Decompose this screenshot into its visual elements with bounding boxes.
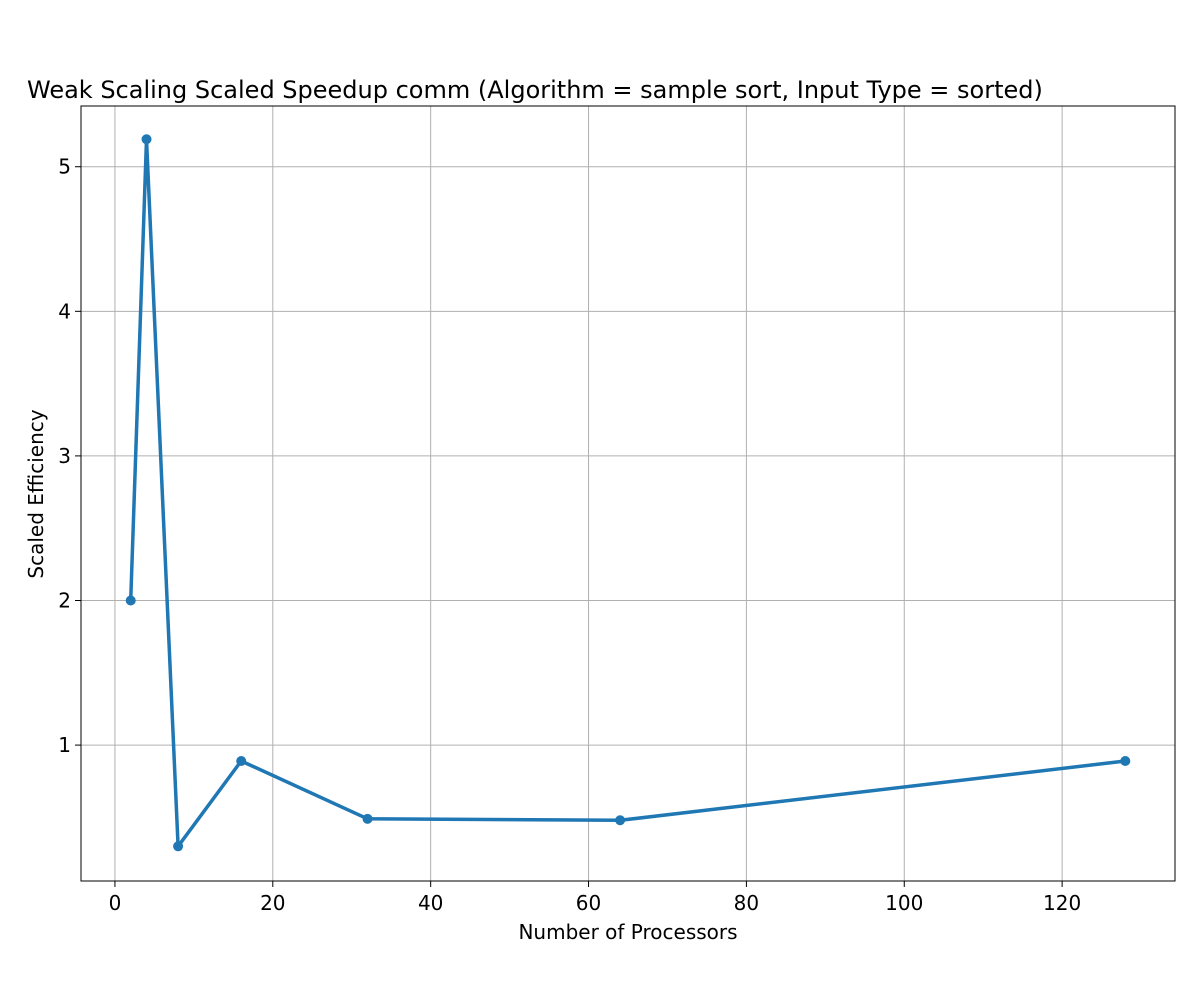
plot-area-frame bbox=[80, 105, 1176, 882]
y-tick-label: 5 bbox=[58, 155, 71, 179]
x-tick-label: 80 bbox=[734, 891, 759, 915]
y-tick-label: 3 bbox=[58, 444, 71, 468]
data-point bbox=[615, 815, 626, 826]
grid bbox=[81, 106, 1175, 881]
y-tick-label: 2 bbox=[58, 588, 71, 612]
x-tick-label: 60 bbox=[576, 891, 601, 915]
chart-title: Weak Scaling Scaled Speedup comm (Algori… bbox=[27, 76, 1043, 104]
y-axis-label: Scaled Efficiency bbox=[24, 409, 48, 578]
x-tick-label: 0 bbox=[109, 891, 122, 915]
data-point bbox=[1120, 755, 1131, 766]
axis-ticks: 0 20 40 60 80 100 120 1 2 3 4 5 bbox=[58, 155, 1081, 915]
series-layer bbox=[125, 134, 1131, 852]
x-tick-label: 100 bbox=[885, 891, 923, 915]
data-point bbox=[236, 755, 247, 766]
x-tick-label: 20 bbox=[260, 891, 285, 915]
y-tick-label: 1 bbox=[58, 733, 71, 757]
data-point bbox=[125, 595, 136, 606]
x-axis-label: Number of Processors bbox=[518, 920, 737, 944]
x-tick-label: 40 bbox=[418, 891, 443, 915]
data-point bbox=[362, 813, 373, 824]
data-point bbox=[141, 134, 152, 145]
data-point bbox=[173, 841, 184, 852]
x-tick-label: 120 bbox=[1043, 891, 1081, 915]
y-tick-label: 4 bbox=[58, 299, 71, 323]
